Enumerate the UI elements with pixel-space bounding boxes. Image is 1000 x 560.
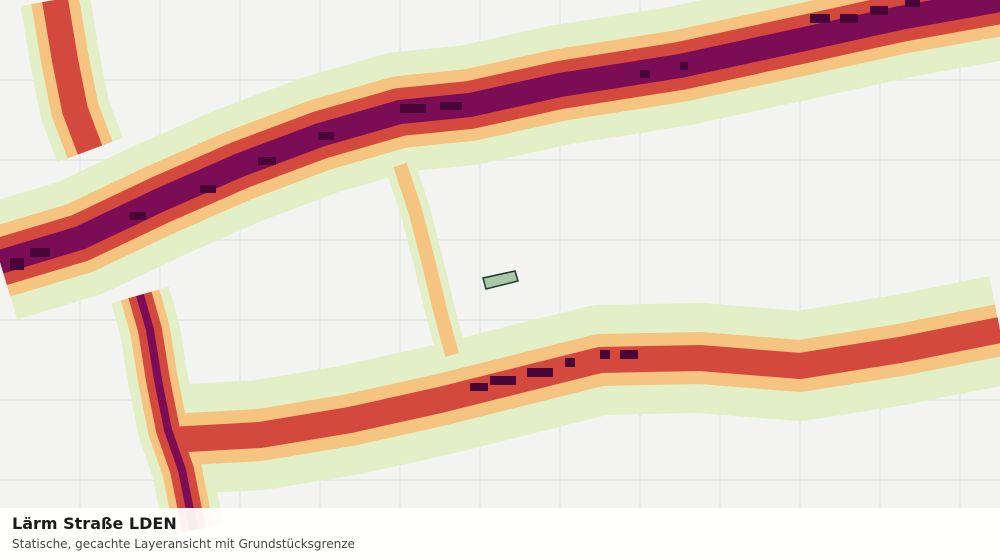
noise-band: [169, 317, 1000, 453]
noise-hotspot: [130, 212, 146, 220]
noise-hotspot: [400, 104, 426, 113]
noise-hotspot: [600, 350, 610, 359]
noise-hotspot: [10, 258, 24, 270]
noise-hotspot: [527, 368, 553, 377]
noise-hotspot: [620, 350, 638, 359]
parcel-boundary[interactable]: [482, 270, 519, 290]
noise-hotspot: [318, 132, 334, 140]
noise-hotspot: [870, 6, 888, 15]
noise-hotspot: [30, 248, 50, 257]
noise-hotspot: [905, 0, 920, 7]
noise-hotspot: [565, 358, 575, 367]
noise-hotspot: [470, 383, 488, 391]
noise-band: [393, 162, 459, 357]
noise-hotspot: [840, 14, 858, 23]
noise-hotspot: [200, 185, 216, 193]
noise-band: [136, 293, 198, 531]
noise-band: [42, 0, 103, 155]
noise-hotspot: [680, 62, 688, 70]
map-title: Lärm Straße LDEN: [12, 514, 177, 533]
noise-hotspot: [490, 376, 516, 385]
noise-hotspot: [258, 157, 276, 165]
noise-hotspot: [640, 70, 650, 78]
caption-panel: Lärm Straße LDEN Statische, gecachte Lay…: [0, 508, 1000, 560]
noise-hotspot: [440, 102, 462, 110]
noise-bands: [0, 0, 1000, 536]
noise-hotspot: [810, 14, 830, 23]
noise-band: [0, 0, 1000, 274]
map-subtitle: Statische, gecachte Layeransicht mit Gru…: [12, 537, 355, 551]
